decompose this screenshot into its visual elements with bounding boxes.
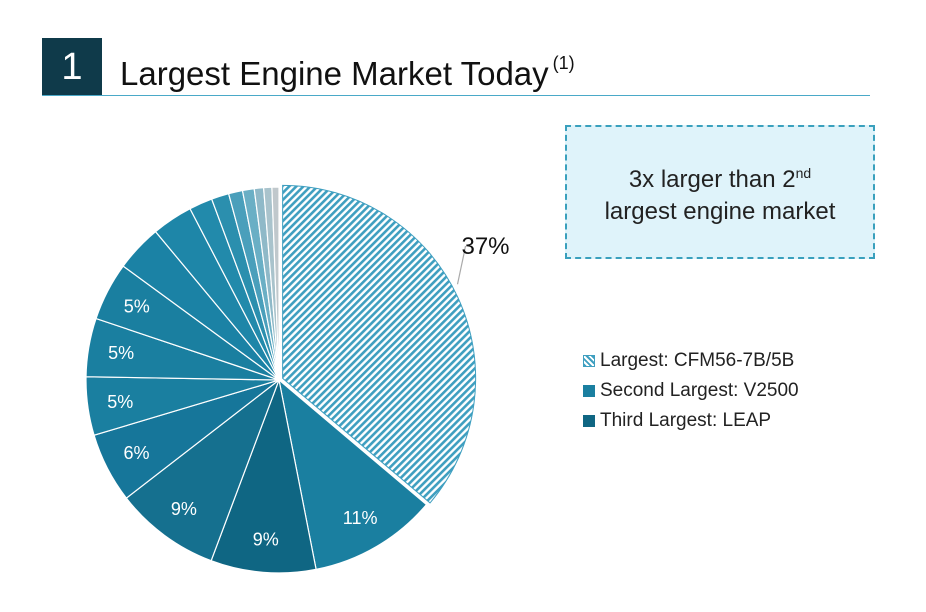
legend-swatch-second bbox=[583, 385, 595, 397]
slice-label-2: 11% bbox=[343, 508, 378, 528]
legend-swatch-third bbox=[583, 415, 595, 427]
section-number: 1 bbox=[42, 38, 102, 96]
callout-line-2: largest engine market bbox=[604, 197, 836, 225]
callout-box: 3x larger than 2nd largest engine market bbox=[565, 125, 875, 259]
callout-text-main: 3x larger than 2 bbox=[628, 165, 796, 193]
header-divider bbox=[42, 95, 870, 96]
legend-item-second: Second Largest: V2500 bbox=[583, 376, 799, 406]
slice-label-1: 37% bbox=[461, 233, 509, 260]
callout-line-1: 3x larger than 2nd bbox=[629, 157, 811, 196]
legend-label-second: Second Largest: V2500 bbox=[600, 380, 799, 401]
slice-label-5: 6% bbox=[123, 443, 149, 463]
legend-label-third: Third Largest: LEAP bbox=[600, 410, 772, 431]
slice-leader-line-1 bbox=[456, 245, 467, 285]
pie-slice-1 bbox=[282, 184, 477, 504]
title-footnote: (1) bbox=[552, 53, 575, 73]
legend-swatch-largest bbox=[583, 355, 595, 367]
pie-slice-4 bbox=[125, 378, 281, 562]
slice-label-3: 9% bbox=[253, 530, 279, 550]
legend-item-third: Third Largest: LEAP bbox=[583, 406, 799, 436]
pie-slice-3 bbox=[210, 377, 317, 574]
title-text: Largest Engine Market Today bbox=[120, 55, 549, 92]
pie-slice-17 bbox=[271, 186, 280, 381]
page-title: Largest Engine Market Today (1) bbox=[120, 44, 575, 97]
slice-label-8: 5% bbox=[124, 296, 150, 316]
slice-label-7: 5% bbox=[108, 343, 134, 363]
chart-legend: Largest: CFM56-7B/5B Second Largest: V25… bbox=[583, 346, 799, 436]
pie-slice-2 bbox=[278, 378, 428, 571]
legend-label-largest: Largest: CFM56-7B/5B bbox=[600, 350, 795, 371]
slice-label-6: 5% bbox=[107, 392, 133, 412]
legend-item-largest: Largest: CFM56-7B/5B bbox=[583, 346, 799, 376]
slice-label-4: 9% bbox=[171, 499, 197, 519]
callout-text-sup: nd bbox=[795, 164, 812, 181]
